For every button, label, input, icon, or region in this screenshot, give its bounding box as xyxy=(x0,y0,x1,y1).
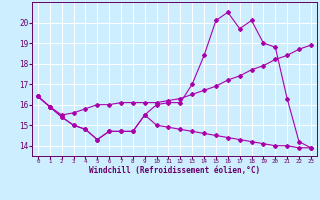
X-axis label: Windchill (Refroidissement éolien,°C): Windchill (Refroidissement éolien,°C) xyxy=(89,166,260,175)
